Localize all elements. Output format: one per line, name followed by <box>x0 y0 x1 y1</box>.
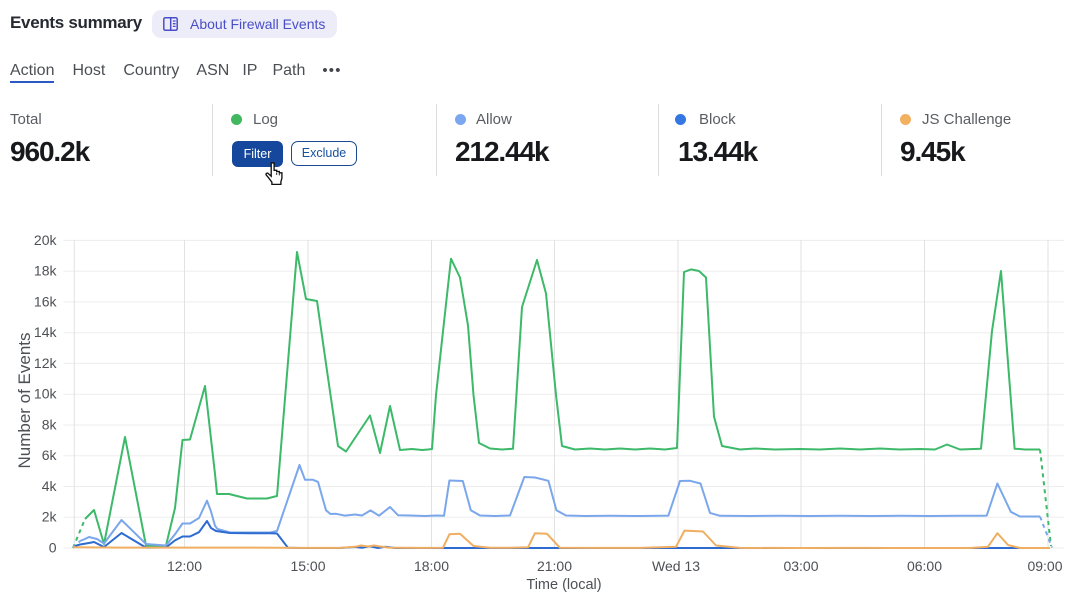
svg-text:Number of Events: Number of Events <box>15 332 34 468</box>
svg-text:20k: 20k <box>34 232 58 248</box>
svg-text:15:00: 15:00 <box>290 558 325 574</box>
svg-text:10k: 10k <box>34 386 58 402</box>
svg-text:09:00: 09:00 <box>1027 558 1062 574</box>
svg-text:16k: 16k <box>34 293 58 309</box>
svg-text:18k: 18k <box>34 263 58 279</box>
svg-text:12:00: 12:00 <box>167 558 202 574</box>
svg-text:03:00: 03:00 <box>783 558 818 574</box>
svg-text:0: 0 <box>49 540 57 556</box>
svg-text:21:00: 21:00 <box>537 558 572 574</box>
svg-text:Time (local): Time (local) <box>526 577 601 593</box>
svg-text:18:00: 18:00 <box>414 558 449 574</box>
svg-text:2k: 2k <box>42 509 58 525</box>
svg-text:14k: 14k <box>34 324 58 340</box>
svg-text:4k: 4k <box>42 478 58 494</box>
svg-text:12k: 12k <box>34 355 58 371</box>
svg-text:6k: 6k <box>42 447 58 463</box>
svg-text:06:00: 06:00 <box>907 558 942 574</box>
svg-text:Wed 13: Wed 13 <box>652 558 700 574</box>
svg-text:8k: 8k <box>42 417 58 433</box>
